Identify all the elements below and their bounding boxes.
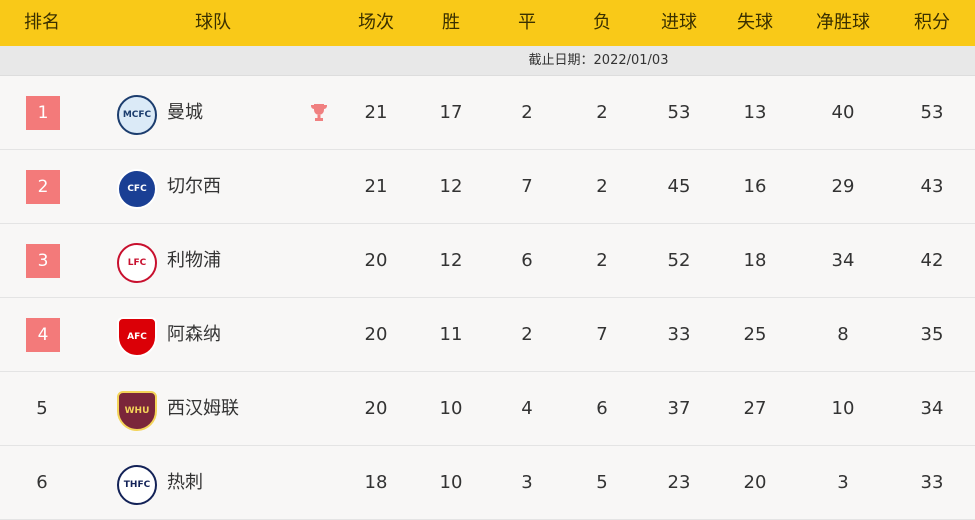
table-header: 排名 球队 场次 胜 平 负 进球 失球 净胜球 积分 — [0, 0, 975, 46]
header-points[interactable]: 积分 — [914, 12, 950, 33]
stat-goal-difference: 34 — [831, 250, 855, 271]
header-goal-difference[interactable]: 净胜球 — [816, 12, 870, 33]
header-drawn[interactable]: 平 — [518, 12, 536, 33]
stat-goal-difference: 40 — [831, 102, 855, 123]
stat-points: 35 — [920, 324, 944, 345]
stat-goals-for: 37 — [667, 398, 691, 419]
stat-played: 20 — [364, 398, 388, 419]
stat-played: 20 — [364, 324, 388, 345]
stat-played: 20 — [364, 250, 388, 271]
stat-played: 18 — [364, 472, 388, 493]
stat-lost: 2 — [596, 250, 608, 271]
header-played[interactable]: 场次 — [358, 12, 394, 33]
team-name[interactable]: 热刺 — [167, 472, 203, 493]
stat-goals-against: 20 — [743, 472, 767, 493]
liverpool-crest-icon: LFC — [117, 243, 157, 283]
rank-badge: 3 — [26, 244, 60, 278]
stat-won: 12 — [439, 176, 463, 197]
stat-won: 12 — [439, 250, 463, 271]
stat-lost: 2 — [596, 176, 608, 197]
stat-points: 53 — [920, 102, 944, 123]
header-goals-against[interactable]: 失球 — [737, 12, 773, 33]
west-ham-crest-icon: WHU — [117, 391, 157, 431]
table-row[interactable]: 5 WHU 西汉姆联 20 10 4 6 37 27 10 34 — [0, 372, 975, 446]
stat-points: 33 — [920, 472, 944, 493]
stat-won: 11 — [439, 324, 463, 345]
rank-badge: 2 — [26, 170, 60, 204]
stat-goals-for: 52 — [667, 250, 691, 271]
stat-goal-difference: 10 — [831, 398, 855, 419]
table-row[interactable]: 6 THFC 热刺 18 10 3 5 23 20 3 33 — [0, 446, 975, 520]
table-row[interactable]: 2 CFC 切尔西 21 12 7 2 45 16 29 43 — [0, 150, 975, 224]
stat-goals-against: 27 — [743, 398, 767, 419]
stat-drawn: 2 — [521, 324, 533, 345]
man-city-crest-icon: MCFC — [117, 95, 157, 135]
stat-drawn: 2 — [521, 102, 533, 123]
team-name[interactable]: 曼城 — [167, 102, 203, 123]
stat-won: 17 — [439, 102, 463, 123]
cutoff-date: 截止日期：2022/01/03 — [0, 46, 975, 76]
chelsea-crest-icon: CFC — [117, 169, 157, 209]
trophy-icon — [310, 103, 328, 123]
stat-drawn: 7 — [521, 176, 533, 197]
stat-points: 43 — [920, 176, 944, 197]
stat-goals-against: 18 — [743, 250, 767, 271]
table-row[interactable]: 1 MCFC 曼城 21 17 2 2 53 13 40 53 — [0, 76, 975, 150]
team-name[interactable]: 利物浦 — [167, 250, 221, 271]
stat-goal-difference: 3 — [837, 472, 849, 493]
stat-lost: 7 — [596, 324, 608, 345]
rank: 5 — [36, 398, 48, 419]
stat-goals-against: 25 — [743, 324, 767, 345]
rank-badge: 4 — [26, 318, 60, 352]
stat-drawn: 6 — [521, 250, 533, 271]
stat-goals-for: 33 — [667, 324, 691, 345]
table-row[interactable]: 3 LFC 利物浦 20 12 6 2 52 18 34 42 — [0, 224, 975, 298]
team-name[interactable]: 西汉姆联 — [167, 398, 239, 419]
arsenal-crest-icon: AFC — [117, 317, 157, 357]
stat-goals-against: 16 — [743, 176, 767, 197]
stat-played: 21 — [364, 176, 388, 197]
stat-lost: 2 — [596, 102, 608, 123]
header-goals-for[interactable]: 进球 — [661, 12, 697, 33]
tottenham-crest-icon: THFC — [117, 465, 157, 505]
stat-won: 10 — [439, 472, 463, 493]
stat-drawn: 4 — [521, 398, 533, 419]
stat-played: 21 — [364, 102, 388, 123]
team-name[interactable]: 阿森纳 — [167, 324, 221, 345]
stat-won: 10 — [439, 398, 463, 419]
rank: 6 — [36, 472, 48, 493]
stat-goals-for: 23 — [667, 472, 691, 493]
stat-lost: 5 — [596, 472, 608, 493]
header-lost[interactable]: 负 — [593, 12, 611, 33]
table-row[interactable]: 4 AFC 阿森纳 20 11 2 7 33 25 8 35 — [0, 298, 975, 372]
stat-goal-difference: 29 — [831, 176, 855, 197]
stat-goals-for: 53 — [667, 102, 691, 123]
stat-goals-for: 45 — [667, 176, 691, 197]
stat-points: 42 — [920, 250, 944, 271]
stat-drawn: 3 — [521, 472, 533, 493]
stat-goal-difference: 8 — [837, 324, 849, 345]
header-team[interactable]: 球队 — [195, 12, 231, 33]
header-rank[interactable]: 排名 — [24, 12, 60, 33]
team-name[interactable]: 切尔西 — [167, 176, 221, 197]
header-won[interactable]: 胜 — [442, 12, 460, 33]
stat-points: 34 — [920, 398, 944, 419]
stat-goals-against: 13 — [743, 102, 767, 123]
rank-badge: 1 — [26, 96, 60, 130]
stat-lost: 6 — [596, 398, 608, 419]
